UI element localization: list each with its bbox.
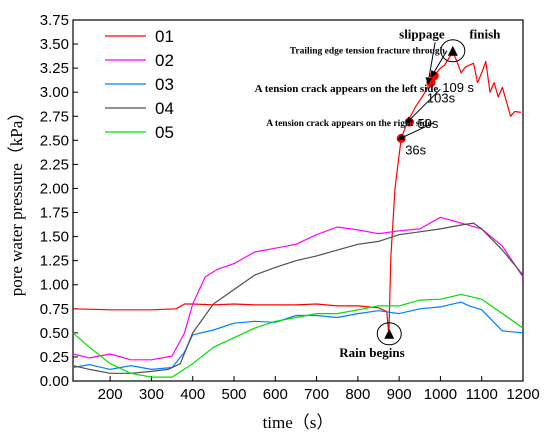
annotation-arrow	[405, 88, 441, 124]
y-tick-label: 2.50	[40, 132, 69, 149]
y-tick-label: 3.50	[40, 36, 69, 53]
time-label: 50s	[417, 116, 438, 131]
y-tick-label: 1.75	[40, 205, 69, 222]
annotation-circle	[440, 39, 466, 63]
y-tick-label: 3.25	[40, 60, 69, 77]
x-tick-label: 400	[180, 386, 205, 403]
y-tick-label: 2.25	[40, 156, 69, 173]
annotation-arrow	[430, 50, 448, 78]
x-tick-label: 800	[345, 386, 370, 403]
y-tick-label: 0.75	[40, 301, 69, 318]
time-label: 103s	[427, 91, 456, 106]
annotation-text: Rain begins	[339, 345, 404, 360]
legend-label: 04	[155, 99, 174, 118]
series-layer	[72, 51, 524, 378]
legend-label: 03	[155, 75, 174, 94]
y-tick-label: 2.75	[40, 108, 69, 125]
x-tick-label: 1200	[506, 386, 539, 403]
axis-ticks: 200 300 400 500 600 700 800 900 1000 1100 1200 0.00…	[40, 12, 540, 403]
x-tick-label: 300	[139, 386, 164, 403]
series-line-05	[72, 293, 524, 378]
time-label: 109 s	[442, 80, 474, 95]
y-tick-label: 1.50	[40, 229, 69, 246]
x-tick-label: 200	[98, 386, 123, 403]
y-tick-label: 0.00	[40, 373, 69, 390]
x-tick-label: 900	[387, 386, 412, 403]
legend: 01 02 03 04 05	[105, 27, 174, 142]
triangle-marker	[384, 328, 395, 339]
x-axis-label: time（s）	[263, 413, 334, 432]
series-line-04	[72, 222, 524, 374]
annotation-text: Trailing edge tension fracture through	[290, 47, 446, 57]
series-line-01	[72, 51, 521, 336]
annotation-text: slippage	[399, 26, 445, 41]
x-tick-label: 1100	[466, 386, 498, 403]
x-tick-label: 700	[304, 386, 329, 403]
y-tick-label: 3.75	[40, 12, 69, 29]
series-line-02	[72, 216, 524, 361]
y-tick-label: 2.00	[40, 180, 69, 197]
legend-label: 01	[155, 27, 174, 46]
y-tick-label: 0.50	[40, 325, 69, 342]
annotation-circle	[376, 322, 402, 346]
y-axis-label: pore water pressure（kPa）	[7, 104, 26, 297]
legend-label: 05	[155, 123, 174, 142]
annotation-text: A tension crack appears on the left side	[255, 83, 439, 95]
y-tick-label: 1.00	[40, 277, 69, 294]
annotation-arrow	[397, 122, 434, 141]
x-tick-label: 1000	[424, 386, 457, 403]
x-tick-label: 500	[221, 386, 246, 403]
x-tick-label: 600	[263, 386, 288, 403]
annotation-text: finish	[469, 26, 501, 41]
y-tick-label: 1.25	[40, 253, 69, 270]
series-line-03	[72, 301, 524, 370]
annotation-text: A tension crack appears on the right sid…	[266, 119, 431, 129]
triangle-marker	[447, 45, 458, 56]
annotation-layer: Rain begins A tension crack appears on th…	[255, 26, 502, 360]
annotation-arrow	[425, 42, 436, 85]
y-tick-label: 3.00	[40, 84, 69, 101]
time-label: 36s	[405, 142, 426, 157]
y-tick-label: 0.25	[40, 349, 69, 366]
legend-label: 02	[155, 51, 174, 70]
plot-area	[72, 19, 524, 382]
